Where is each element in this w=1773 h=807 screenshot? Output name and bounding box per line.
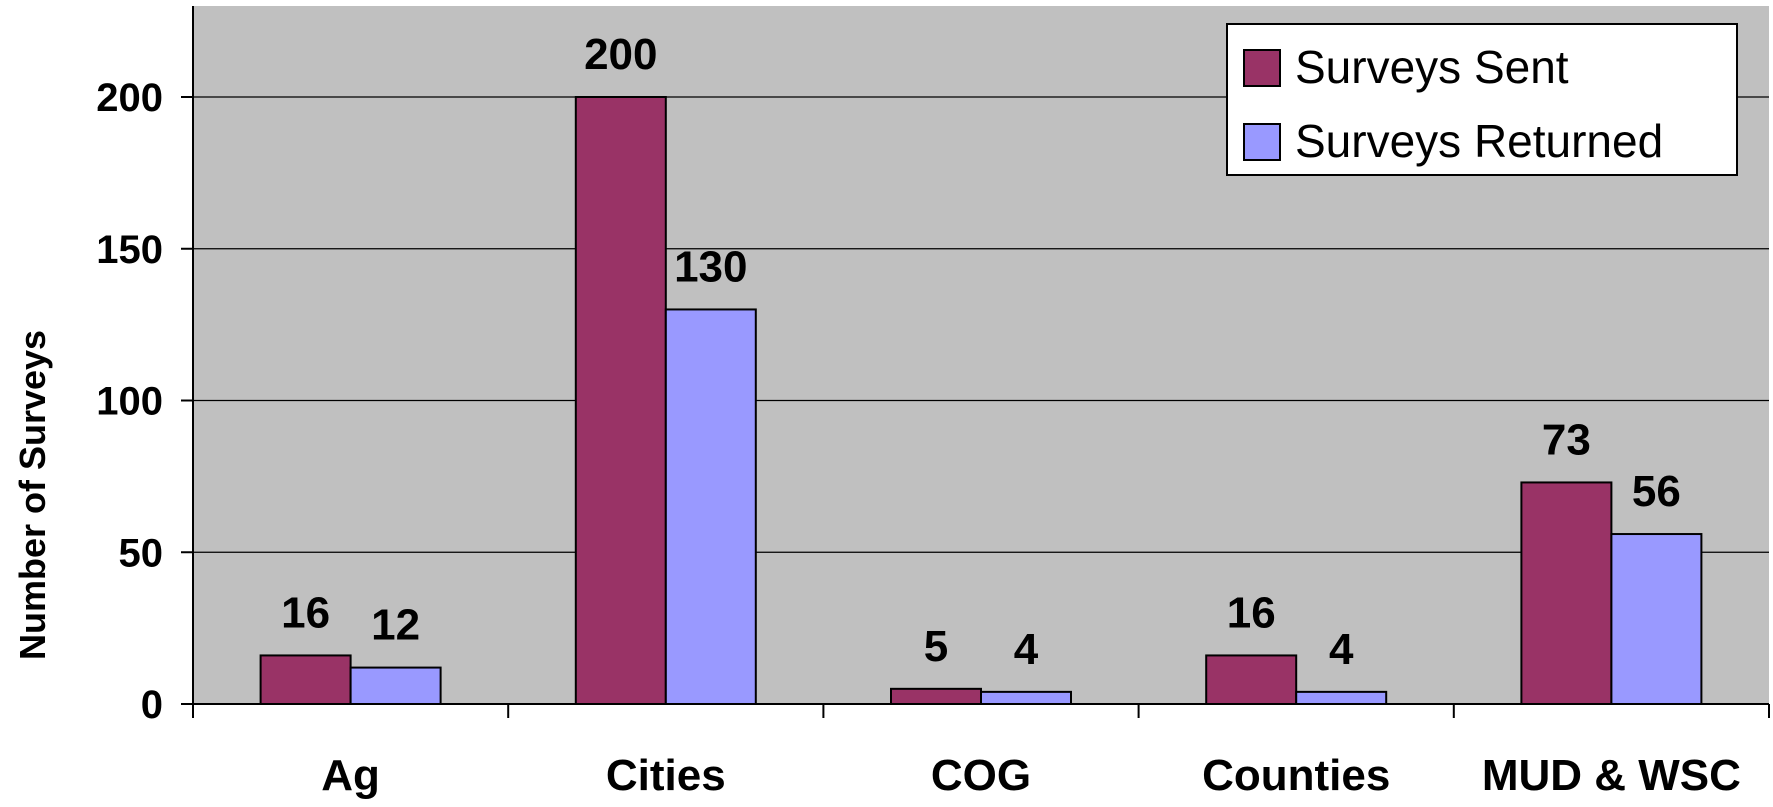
y-axis-title: Number of Surveys — [12, 330, 53, 660]
legend-box — [1226, 23, 1738, 176]
data-label: 12 — [371, 601, 420, 650]
bar — [890, 687, 982, 706]
legend-swatch — [1243, 49, 1281, 87]
data-label: 16 — [1227, 588, 1276, 637]
data-labels: 16 12 200 130 5 4 16 4 73 56 — [281, 30, 1681, 674]
bar — [574, 96, 667, 705]
legend-label: Surveys Returned — [1295, 115, 1663, 167]
y-tick-label: 0 — [141, 683, 163, 727]
data-label: 73 — [1542, 415, 1591, 464]
data-label: 130 — [674, 242, 747, 291]
bar — [1205, 654, 1298, 706]
gridlines — [193, 96, 1769, 553]
x-category-label: Ag — [321, 751, 380, 800]
bar — [980, 690, 1072, 705]
data-label: 4 — [1329, 625, 1354, 674]
bar — [664, 308, 757, 705]
bars — [259, 96, 1703, 706]
y-tick-label: 150 — [96, 228, 163, 272]
data-label: 4 — [1014, 625, 1039, 674]
data-label: 5 — [924, 622, 948, 671]
bar — [259, 654, 352, 706]
axes — [181, 6, 1770, 718]
legend-label: Surveys Sent — [1295, 41, 1569, 93]
x-category-label: Cities — [606, 751, 726, 800]
data-label: 56 — [1632, 467, 1681, 516]
x-category-label: Counties — [1202, 751, 1390, 800]
y-tick-labels: 0 50 100 150 200 — [96, 76, 163, 727]
y-tick-label: 200 — [96, 76, 163, 120]
bar — [1520, 481, 1613, 705]
y-tick-label: 50 — [119, 531, 164, 575]
data-label: 16 — [281, 588, 330, 637]
bar — [1610, 533, 1703, 705]
x-category-labels: Ag Cities COG Counties MUD & WSC — [321, 751, 1741, 800]
x-category-label: COG — [931, 751, 1031, 800]
x-category-label: MUD & WSC — [1482, 751, 1741, 800]
bar — [349, 666, 442, 706]
legend-swatch — [1243, 123, 1281, 161]
legend: Surveys Sent Surveys Returned — [1226, 23, 1738, 176]
data-label: 200 — [584, 30, 657, 79]
bar — [1295, 690, 1388, 705]
y-tick-label: 100 — [96, 380, 163, 424]
